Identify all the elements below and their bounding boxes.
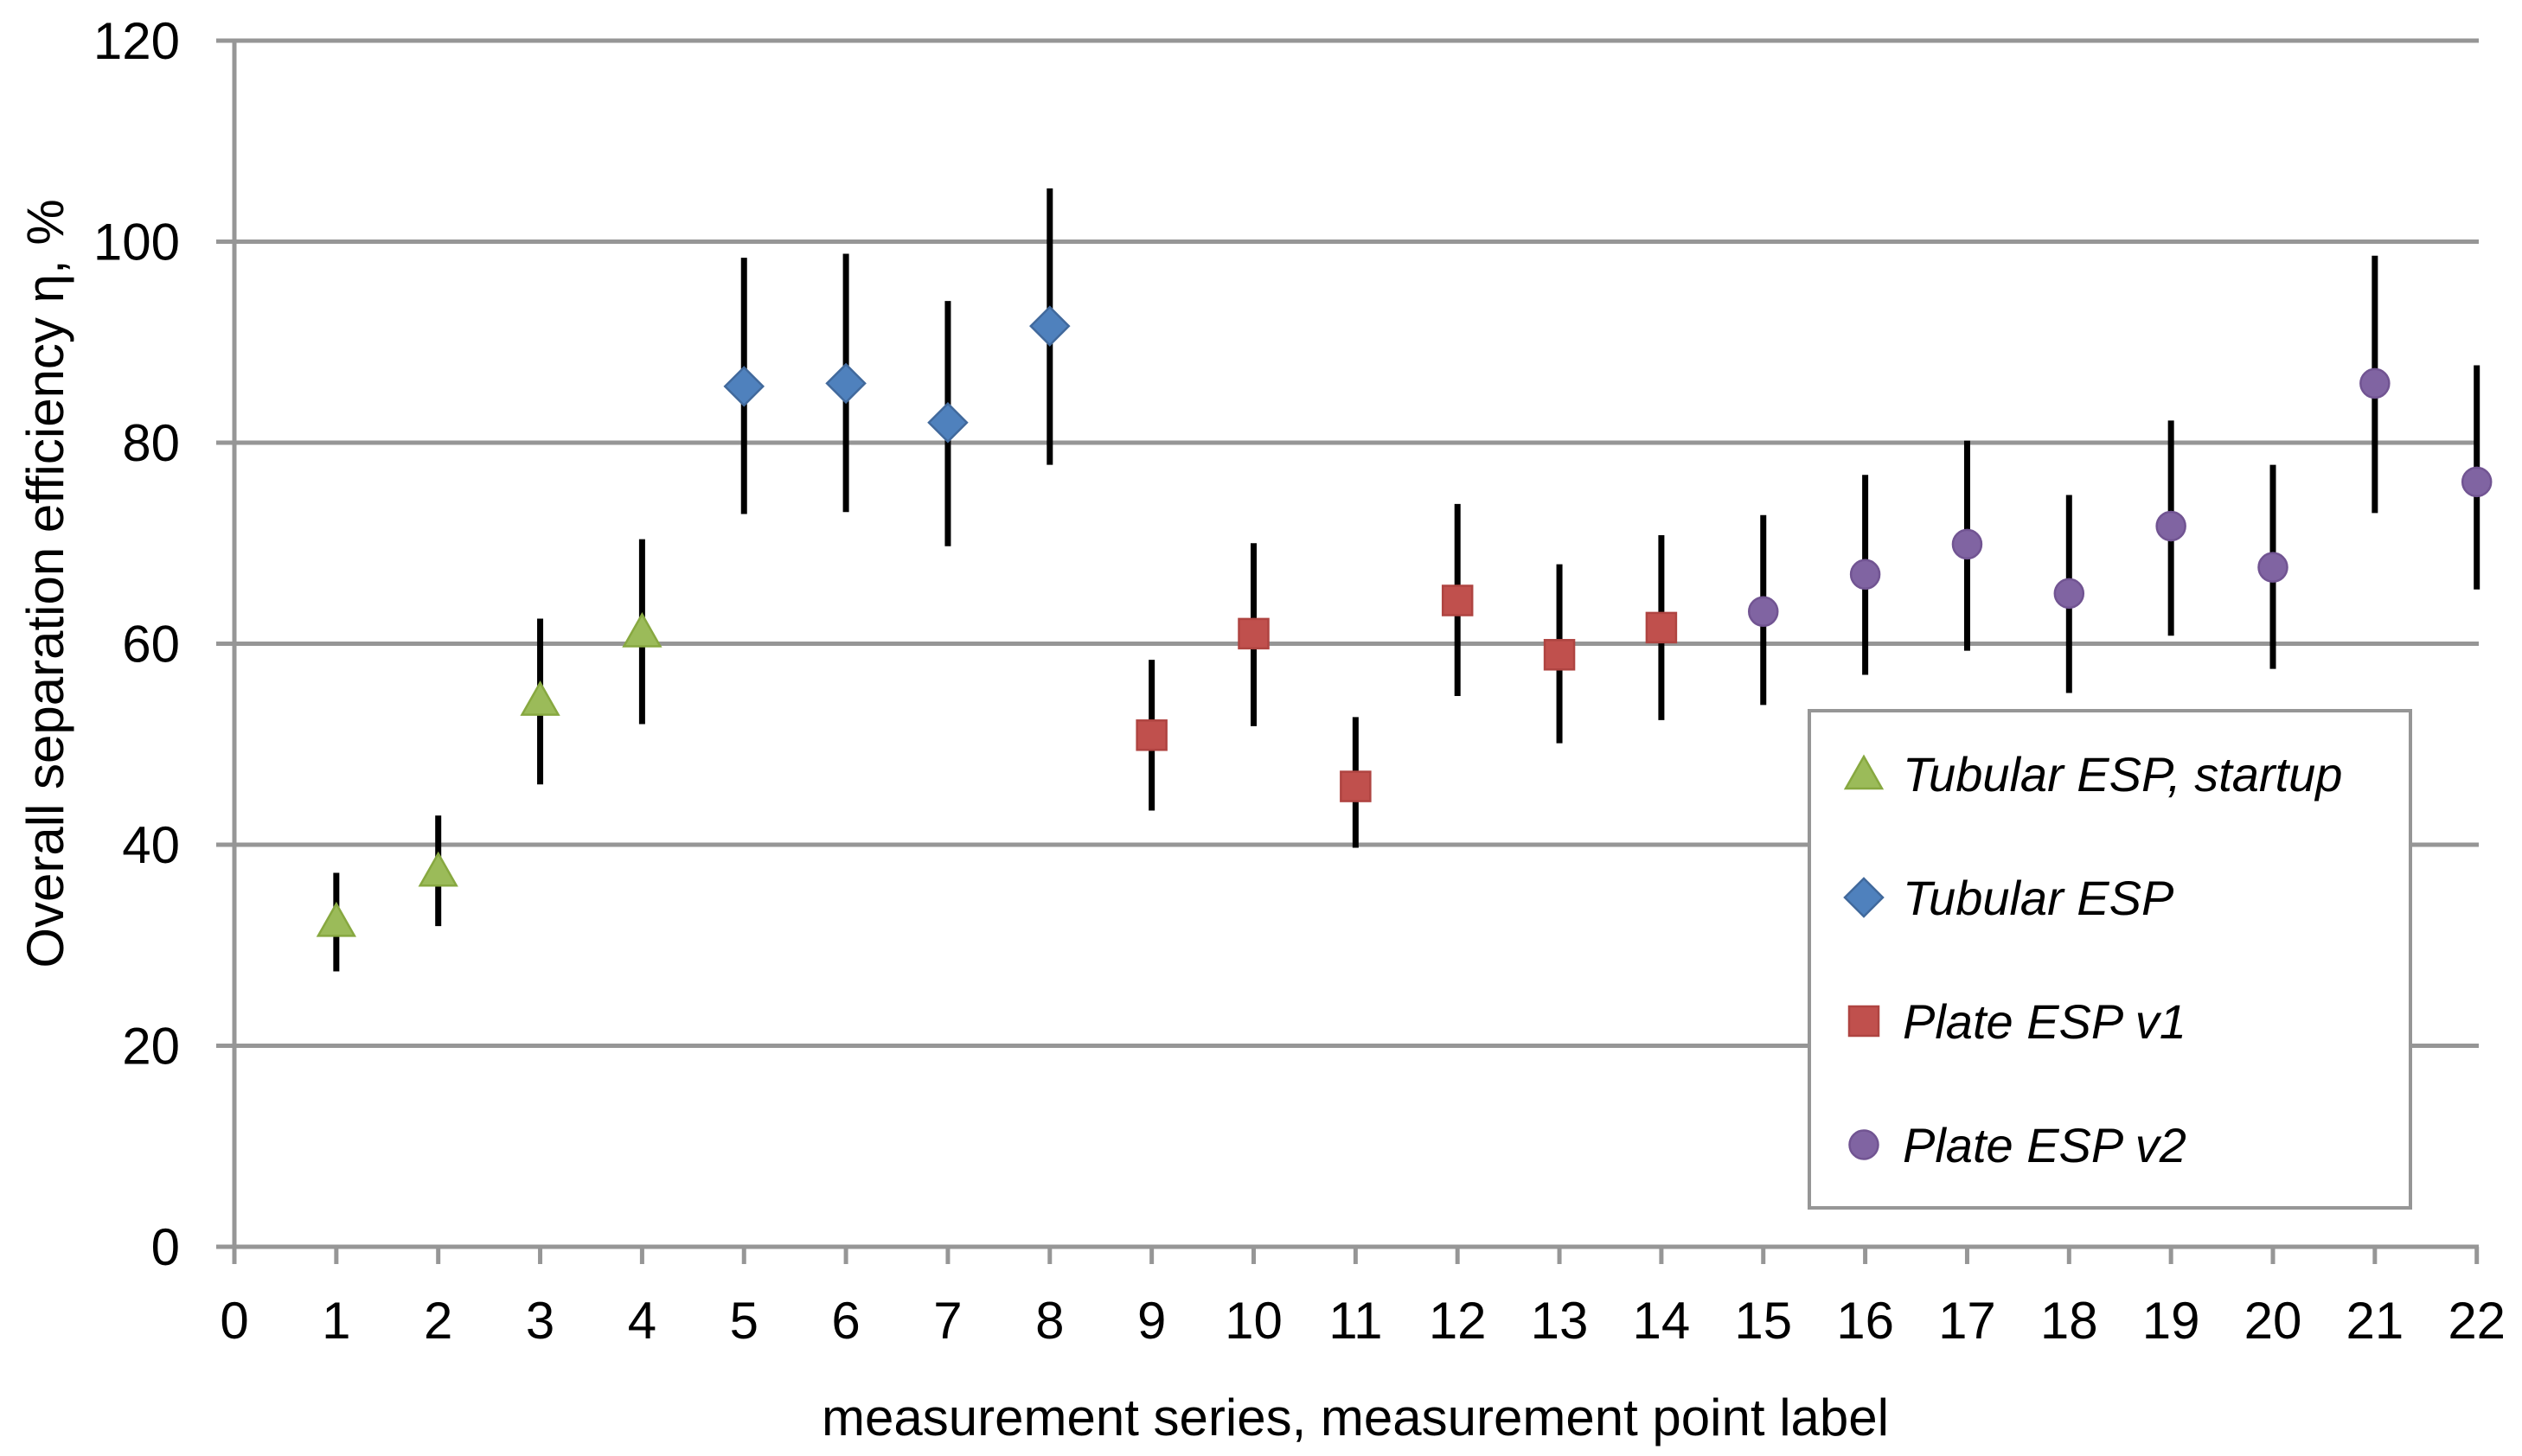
marker-triangle-icon	[316, 901, 356, 937]
x-tick-label: 17	[1938, 1292, 1996, 1350]
y-tick-label: 20	[122, 1018, 180, 1076]
series-square	[1136, 503, 1678, 848]
legend-item-label: Plate ESP v1	[1903, 994, 2186, 1049]
x-tick-label: 13	[1531, 1292, 1589, 1350]
marker-triangle-icon	[520, 680, 560, 716]
marker-diamond-icon	[1843, 877, 1885, 918]
x-tick-label: 16	[1836, 1292, 1894, 1350]
x-tick-label: 4	[628, 1292, 656, 1350]
series-triangle	[316, 539, 663, 972]
legend-item: Tubular ESP, startup	[1843, 747, 2342, 801]
x-tick-label: 10	[1225, 1292, 1283, 1350]
marker-square-icon	[1645, 611, 1678, 644]
x-tick-label: 15	[1734, 1292, 1792, 1350]
legend-item-label: Tubular ESP, startup	[1903, 747, 2342, 801]
x-tick-label: 6	[831, 1292, 860, 1350]
series-diamond	[723, 188, 1071, 546]
x-tick-label: 5	[730, 1292, 759, 1350]
marker-triangle-icon	[622, 612, 663, 648]
x-tick-label: 18	[2040, 1292, 2098, 1350]
x-tick-label: 11	[1328, 1292, 1382, 1350]
x-tick-label: 7	[933, 1292, 962, 1350]
marker-circle-icon	[2257, 552, 2288, 583]
x-tick-label: 2	[424, 1292, 452, 1350]
x-axis-title: measurement series, measurement point la…	[822, 1389, 1889, 1446]
x-tick-label: 19	[2142, 1292, 2200, 1350]
marker-circle-icon	[2053, 578, 2085, 610]
x-tick-label: 12	[1429, 1292, 1487, 1350]
legend-item-label: Tubular ESP	[1903, 871, 2173, 925]
y-tick-label: 120	[93, 12, 180, 70]
x-tick-label: 8	[1035, 1292, 1064, 1350]
marker-diamond-icon	[723, 366, 765, 407]
x-tick-label: 20	[2244, 1292, 2302, 1350]
marker-circle-icon	[1848, 1129, 1879, 1160]
marker-square-icon	[1543, 639, 1576, 671]
marker-circle-icon	[2359, 367, 2391, 399]
x-tick-label: 0	[220, 1292, 248, 1350]
marker-square-icon	[1340, 770, 1372, 802]
x-tick-label: 1	[322, 1292, 350, 1350]
marker-circle-icon	[1849, 559, 1881, 591]
y-axis-title: Overall separation efficiency η, %	[16, 199, 74, 967]
y-tick-label: 0	[151, 1218, 180, 1276]
x-tick-label: 3	[526, 1292, 554, 1350]
marker-square-icon	[1847, 1005, 1880, 1038]
marker-circle-icon	[2461, 466, 2493, 498]
marker-circle-icon	[1748, 596, 1779, 628]
legend-item: Plate ESP v2	[1848, 1118, 2186, 1172]
marker-triangle-icon	[1843, 754, 1885, 790]
marker-square-icon	[1238, 617, 1270, 650]
x-tick-label: 21	[2346, 1292, 2404, 1350]
marker-diamond-icon	[927, 401, 969, 444]
y-tick-label: 100	[93, 214, 180, 271]
x-tick-label: 14	[1633, 1292, 1691, 1350]
x-tick-label: 22	[2448, 1292, 2506, 1350]
legend-item-label: Plate ESP v2	[1903, 1118, 2186, 1172]
legend-box	[1808, 709, 2412, 1210]
marker-square-icon	[1136, 719, 1168, 751]
legend-item: Plate ESP v1	[1847, 994, 2186, 1049]
marker-triangle-icon	[418, 851, 458, 887]
marker-circle-icon	[2155, 510, 2186, 542]
series-circle	[1748, 255, 2493, 706]
y-tick-label: 40	[122, 816, 180, 874]
y-tick-label: 60	[122, 616, 180, 674]
legend: Tubular ESP, startup Tubular ESP Plate ESP…	[1808, 709, 2412, 1210]
y-tick-label: 80	[122, 414, 180, 472]
marker-square-icon	[1441, 584, 1474, 616]
marker-diamond-icon	[1029, 305, 1071, 347]
marker-circle-icon	[1951, 528, 1983, 560]
marker-diamond-icon	[825, 362, 867, 405]
x-tick-label: 9	[1137, 1292, 1166, 1350]
legend-item: Tubular ESP	[1843, 871, 2173, 925]
